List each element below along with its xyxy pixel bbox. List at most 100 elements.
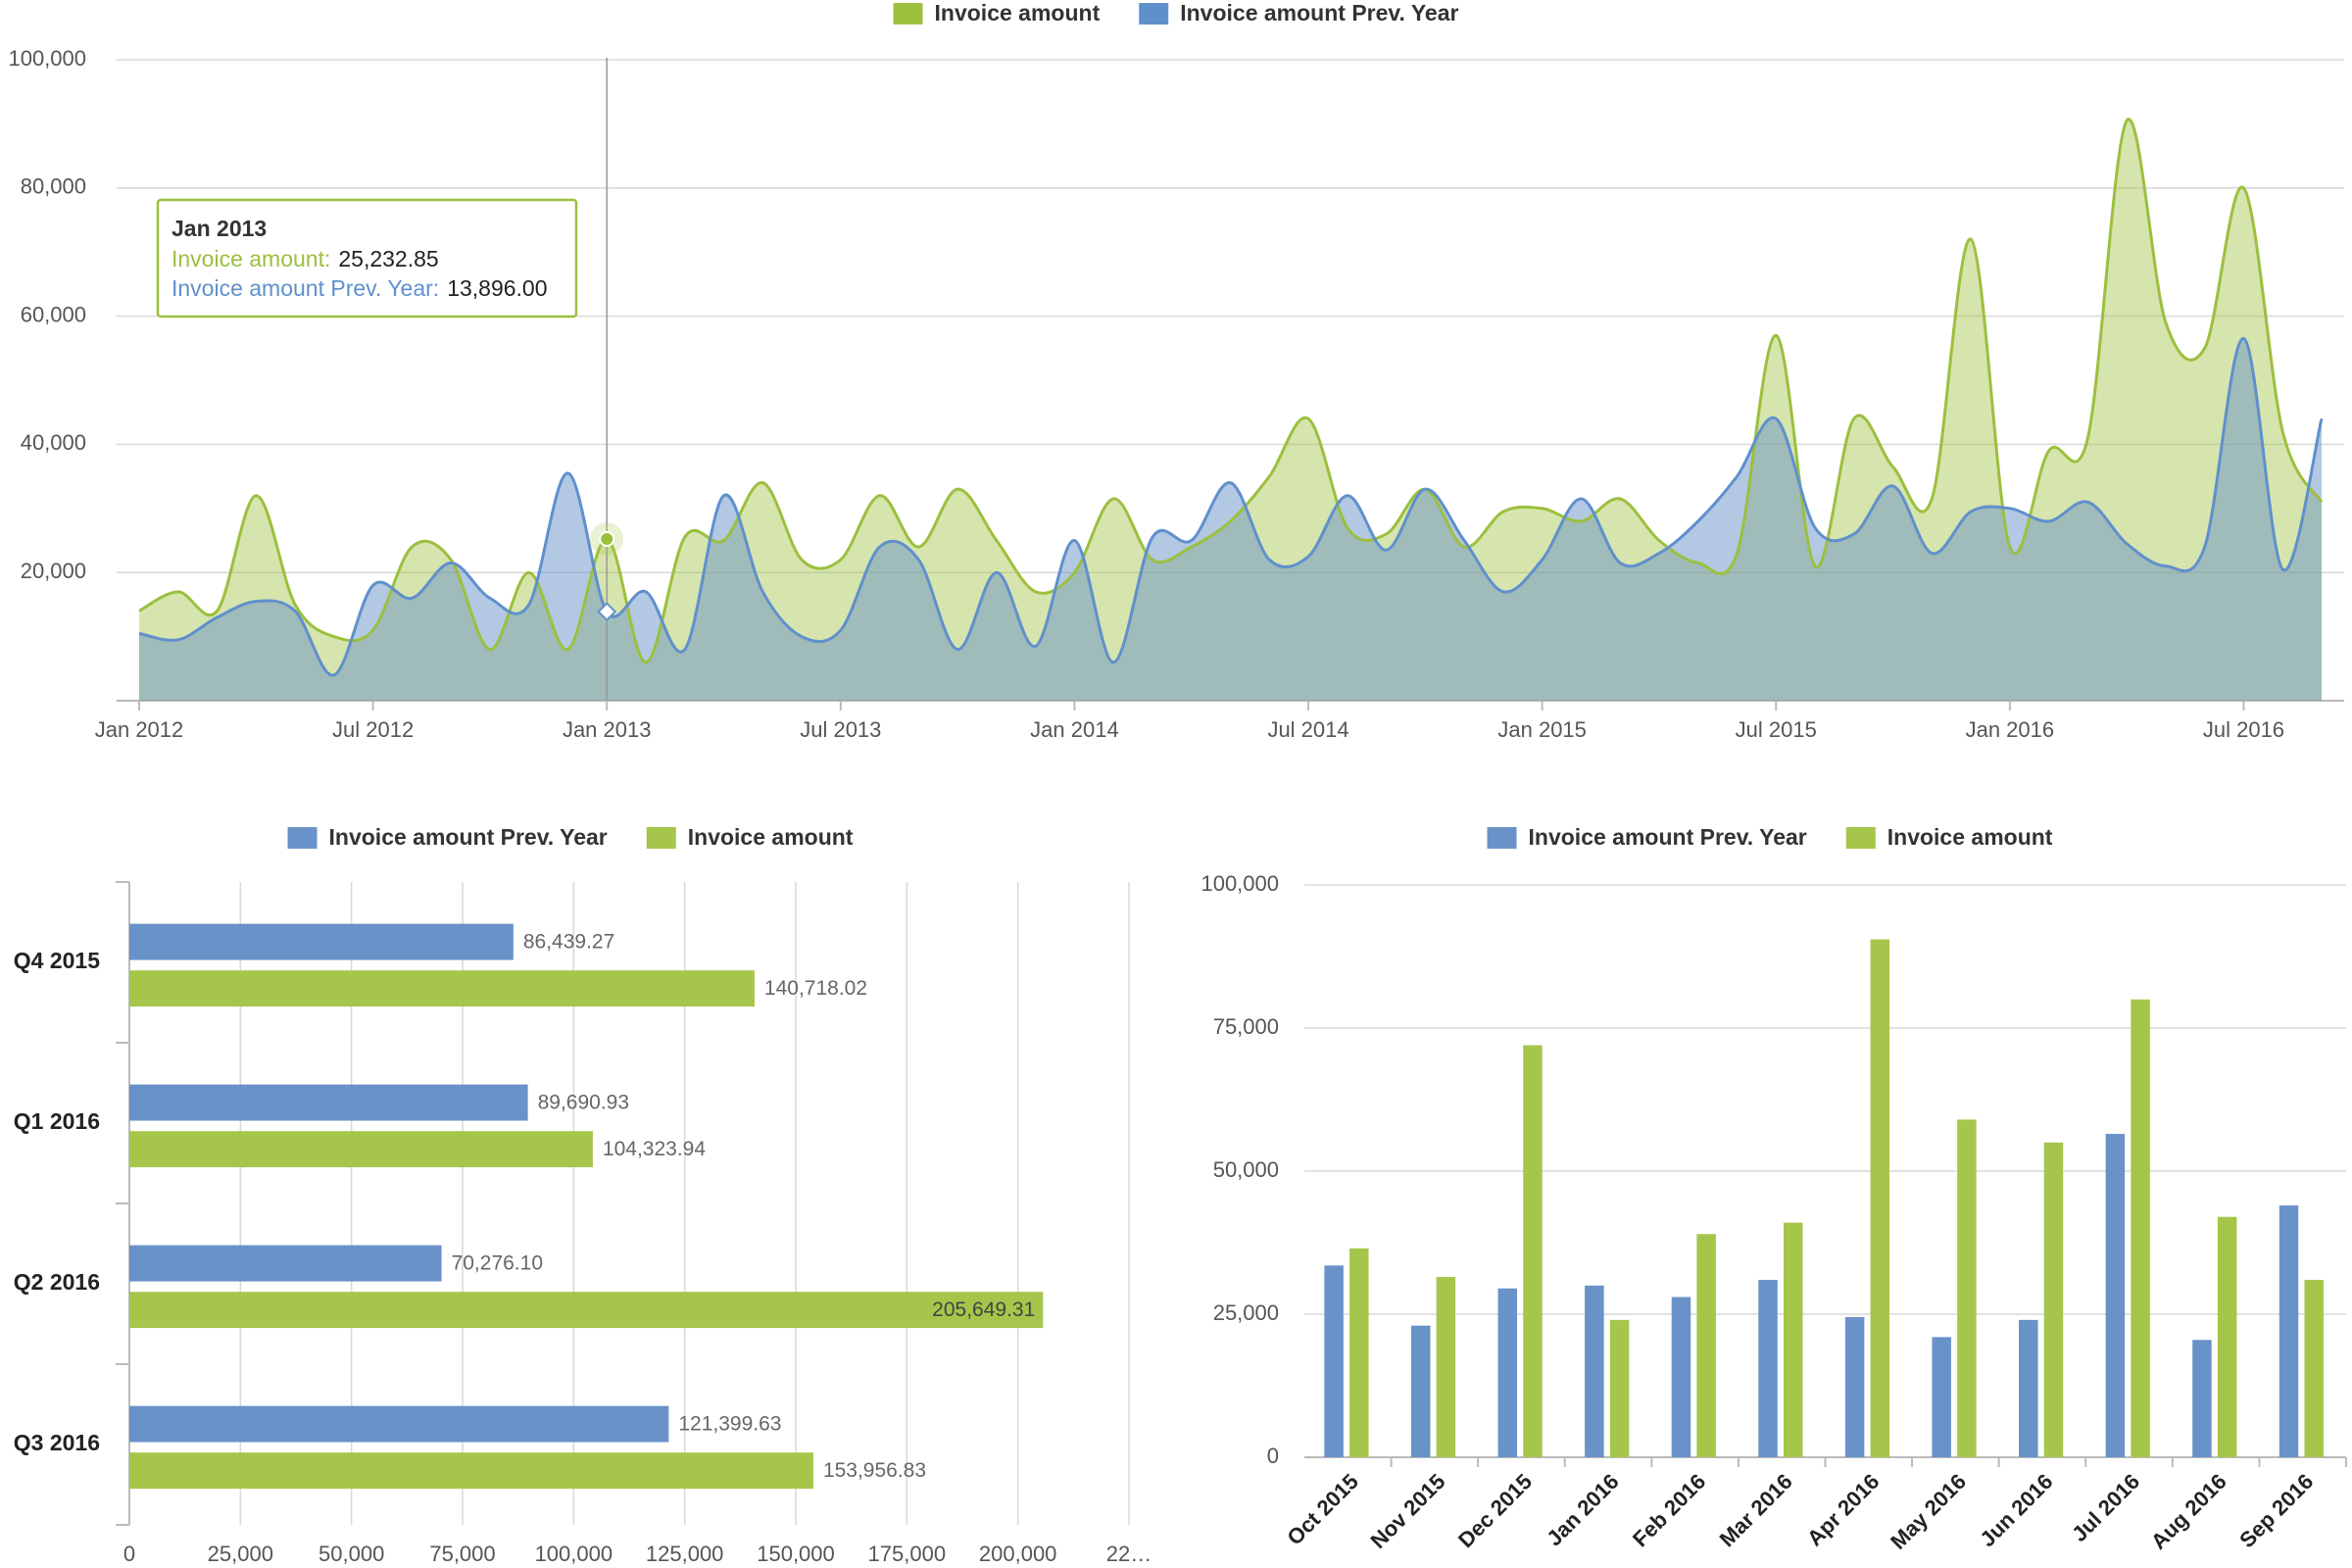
bar	[1436, 1277, 1456, 1457]
x-tick-label: Jan 2012	[95, 717, 184, 742]
x-tick-label: Jul 2012	[332, 717, 414, 742]
legend-swatch	[1845, 827, 1876, 849]
bar-value-label: 153,956.83	[823, 1459, 926, 1482]
x-tick-label: Jan 2015	[1497, 717, 1587, 742]
tooltip: Jan 2013 Invoice amount: 25,232.85 Invoice …	[156, 198, 578, 318]
bar	[129, 1292, 1044, 1329]
legend: Invoice amount Prev. Year Invoice amount	[1487, 824, 2053, 850]
bar	[1410, 1325, 1431, 1457]
x-tick-label: Jul 2016	[2067, 1469, 2144, 1546]
bar-value-label: 121,399.63	[678, 1413, 781, 1436]
y-tick-label: 60,000	[21, 302, 86, 326]
y-tick-label: Q1 2016	[14, 1108, 100, 1134]
tooltip-value: 25,232.85	[338, 246, 438, 271]
x-tick-label: Jul 2013	[800, 717, 881, 742]
legend-swatch	[893, 3, 923, 24]
bar	[2217, 1216, 2237, 1457]
bar	[1957, 1119, 1977, 1457]
bar	[2304, 1279, 2324, 1457]
x-tick-label: Jan 2014	[1030, 717, 1119, 742]
legend-swatch	[1139, 3, 1169, 24]
tooltip-label: Invoice amount Prev. Year:	[172, 275, 439, 301]
x-tick-label: Sep 2016	[2234, 1469, 2318, 1552]
bar	[129, 1245, 442, 1282]
bar-value-label: 205,649.31	[932, 1298, 1035, 1321]
y-tick-label: 50,000	[1213, 1157, 1279, 1182]
y-tick-label: 25,000	[1213, 1300, 1279, 1325]
x-tick-label: Jun 2016	[1975, 1469, 2057, 1551]
bar	[129, 1084, 528, 1121]
x-tick-label: Jan 2013	[563, 717, 652, 742]
y-tick-label: 100,000	[1200, 871, 1279, 896]
x-tick-label: 25,000	[208, 1542, 273, 1566]
bar-value-label: 70,276.10	[452, 1252, 543, 1275]
y-tick-label: Q2 2016	[14, 1269, 100, 1295]
bar	[2278, 1205, 2299, 1457]
bar	[1523, 1045, 1543, 1457]
bar	[1585, 1285, 1604, 1457]
x-tick-label: Apr 2016	[1802, 1469, 1884, 1550]
tooltip-box	[156, 198, 578, 318]
legend: Invoice amount Invoice amount Prev. Year	[893, 0, 1459, 25]
bar	[2192, 1340, 2212, 1457]
bar	[129, 1405, 669, 1443]
x-tick-label: 75,000	[429, 1542, 495, 1566]
tooltip-value: 13,896.00	[447, 275, 547, 301]
bar	[1609, 1319, 1630, 1457]
bar	[1349, 1248, 1369, 1457]
x-tick-label: Jan 2016	[1966, 717, 2055, 742]
bar-value-label: 89,690.93	[538, 1092, 629, 1114]
series-line	[139, 336, 2324, 677]
legend-label: Invoice amount Prev. Year	[1180, 0, 1458, 25]
bar	[129, 1131, 593, 1168]
x-tick-label: Aug 2016	[2146, 1469, 2231, 1554]
x-tick-label: Nov 2015	[1366, 1469, 1450, 1553]
y-tick-label: 40,000	[21, 430, 86, 455]
x-tick-label: 0	[123, 1542, 135, 1566]
x-tick-label: 125,000	[646, 1542, 724, 1566]
bar	[2131, 999, 2150, 1457]
y-tick-label: Q4 2015	[14, 948, 100, 973]
bar	[1758, 1279, 1778, 1457]
legend-swatch	[287, 827, 318, 849]
x-tick-label: Oct 2015	[1282, 1469, 1363, 1550]
bar-value-label: 140,718.02	[764, 977, 867, 1000]
bar-value-label: 86,439.27	[523, 931, 614, 954]
hover-marker	[599, 530, 615, 547]
bar	[1671, 1297, 1691, 1457]
bar	[1932, 1337, 1951, 1457]
x-tick-label: 100,000	[535, 1542, 613, 1566]
bar	[1870, 939, 1890, 1457]
legend-swatch	[646, 827, 676, 849]
bar	[2043, 1142, 2064, 1457]
y-tick-label: 80,000	[21, 174, 86, 199]
legend-swatch	[1487, 827, 1517, 849]
bar	[2105, 1134, 2126, 1457]
legend-label: Invoice amount Prev. Year	[329, 824, 608, 850]
bar	[1783, 1222, 1803, 1457]
x-tick-label: Jul 2016	[2203, 717, 2284, 742]
bar	[129, 923, 514, 960]
tooltip-label: Invoice amount:	[172, 246, 330, 271]
x-tick-label: 175,000	[868, 1542, 947, 1566]
x-tick-label: Mar 2016	[1715, 1469, 1797, 1551]
legend-label: Invoice amount	[688, 824, 854, 850]
bar	[129, 970, 755, 1007]
y-tick-label: 0	[1267, 1444, 1279, 1468]
bar	[1497, 1288, 1518, 1457]
tooltip-title: Jan 2013	[172, 216, 267, 241]
legend-label: Invoice amount Prev. Year	[1529, 824, 1807, 850]
x-tick-label: Jan 2016	[1542, 1469, 1623, 1550]
x-tick-label: 200,000	[979, 1542, 1057, 1566]
x-tick-label: May 2016	[1886, 1469, 1971, 1554]
bar	[2019, 1319, 2038, 1457]
y-tick-label: 100,000	[8, 46, 86, 71]
y-tick-label: Q3 2016	[14, 1430, 100, 1455]
x-tick-label: Feb 2016	[1628, 1469, 1710, 1551]
x-tick-label: 22…	[1106, 1542, 1152, 1566]
bar-value-label: 104,323.94	[603, 1138, 706, 1160]
bar	[129, 1452, 813, 1490]
x-tick-label: 50,000	[318, 1542, 384, 1566]
x-tick-label: Jul 2015	[1736, 717, 1817, 742]
